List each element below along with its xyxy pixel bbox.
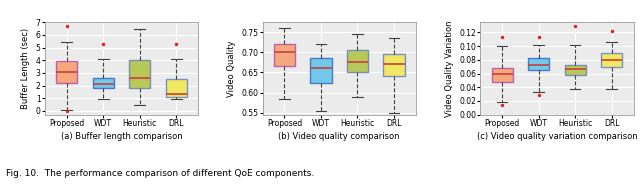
X-axis label: (c) Video quality variation comparison: (c) Video quality variation comparison [477, 132, 637, 141]
PathPatch shape [56, 61, 77, 83]
X-axis label: (a) Buffer length comparison: (a) Buffer length comparison [61, 132, 182, 141]
Text: Fig. 10.  The performance comparison of different QoE components.: Fig. 10. The performance comparison of d… [6, 169, 315, 178]
PathPatch shape [564, 65, 586, 75]
PathPatch shape [383, 54, 404, 76]
Y-axis label: Buffer Length (sec): Buffer Length (sec) [21, 28, 30, 109]
Y-axis label: Video Quality Variation: Video Quality Variation [445, 20, 454, 117]
PathPatch shape [601, 53, 622, 67]
PathPatch shape [274, 44, 295, 66]
Y-axis label: Video Quality: Video Quality [227, 40, 236, 97]
PathPatch shape [528, 58, 549, 70]
X-axis label: (b) Video quality comparison: (b) Video quality comparison [278, 132, 400, 141]
PathPatch shape [347, 50, 368, 73]
PathPatch shape [166, 79, 187, 97]
PathPatch shape [310, 58, 332, 83]
PathPatch shape [93, 78, 114, 88]
PathPatch shape [492, 68, 513, 82]
PathPatch shape [129, 60, 150, 88]
